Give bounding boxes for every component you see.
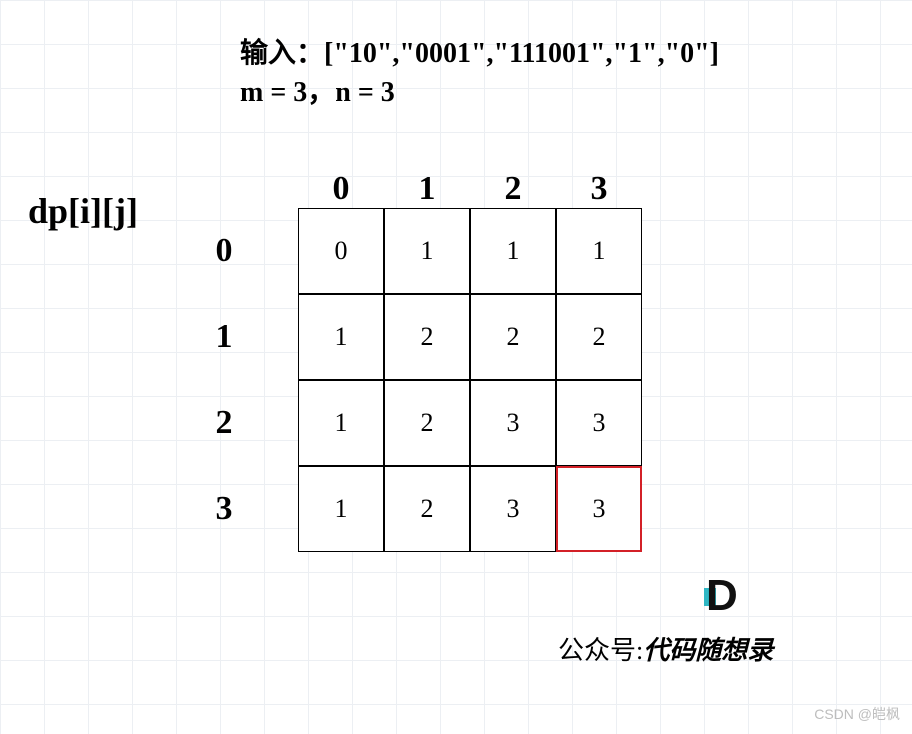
table-body: 00111112222123331233 bbox=[180, 208, 642, 552]
cell-1-3: 2 bbox=[556, 294, 642, 380]
input-description: 输入：["10","0001","111001","1","0"] m = 3，… bbox=[240, 34, 719, 112]
table-row: 21233 bbox=[180, 380, 642, 466]
col-header-0: 0 bbox=[298, 170, 384, 208]
cell-1-0: 1 bbox=[298, 294, 384, 380]
cell-3-2: 3 bbox=[470, 466, 556, 552]
attribution-name: 代码随想录 bbox=[643, 636, 773, 665]
column-headers: 0 1 2 3 bbox=[298, 170, 642, 208]
table-row: 31233 bbox=[180, 466, 642, 552]
row-header-2: 2 bbox=[180, 404, 298, 442]
watermark: CSDN @皑枫 bbox=[814, 704, 900, 724]
attribution: 公众号:代码随想录 bbox=[558, 630, 773, 667]
row-header-1: 1 bbox=[180, 318, 298, 356]
row-header-3: 3 bbox=[180, 490, 298, 528]
cell-2-2: 3 bbox=[470, 380, 556, 466]
cell-0-0: 0 bbox=[298, 208, 384, 294]
cell-3-0: 1 bbox=[298, 466, 384, 552]
attribution-prefix: 公众号: bbox=[558, 636, 643, 665]
col-header-1: 1 bbox=[384, 170, 470, 208]
dp-label: dp[i][j] bbox=[28, 190, 138, 232]
cell-2-3: 3 bbox=[556, 380, 642, 466]
input-line-2: m = 3，n = 3 bbox=[240, 73, 719, 112]
logo: D bbox=[706, 576, 740, 616]
input-line-1: 输入：["10","0001","111001","1","0"] bbox=[240, 34, 719, 73]
dp-table: 0 1 2 3 00111112222123331233 bbox=[180, 170, 642, 552]
cell-1-2: 2 bbox=[470, 294, 556, 380]
cell-2-0: 1 bbox=[298, 380, 384, 466]
cell-0-2: 1 bbox=[470, 208, 556, 294]
cell-3-1: 2 bbox=[384, 466, 470, 552]
cell-3-3: 3 bbox=[556, 466, 642, 552]
col-header-2: 2 bbox=[470, 170, 556, 208]
diagram-content: 输入：["10","0001","111001","1","0"] m = 3，… bbox=[0, 0, 912, 734]
logo-letter: D bbox=[706, 576, 740, 616]
cell-1-1: 2 bbox=[384, 294, 470, 380]
cell-0-3: 1 bbox=[556, 208, 642, 294]
cell-2-1: 2 bbox=[384, 380, 470, 466]
table-row: 11222 bbox=[180, 294, 642, 380]
row-header-0: 0 bbox=[180, 232, 298, 270]
cell-0-1: 1 bbox=[384, 208, 470, 294]
col-header-3: 3 bbox=[556, 170, 642, 208]
table-row: 00111 bbox=[180, 208, 642, 294]
